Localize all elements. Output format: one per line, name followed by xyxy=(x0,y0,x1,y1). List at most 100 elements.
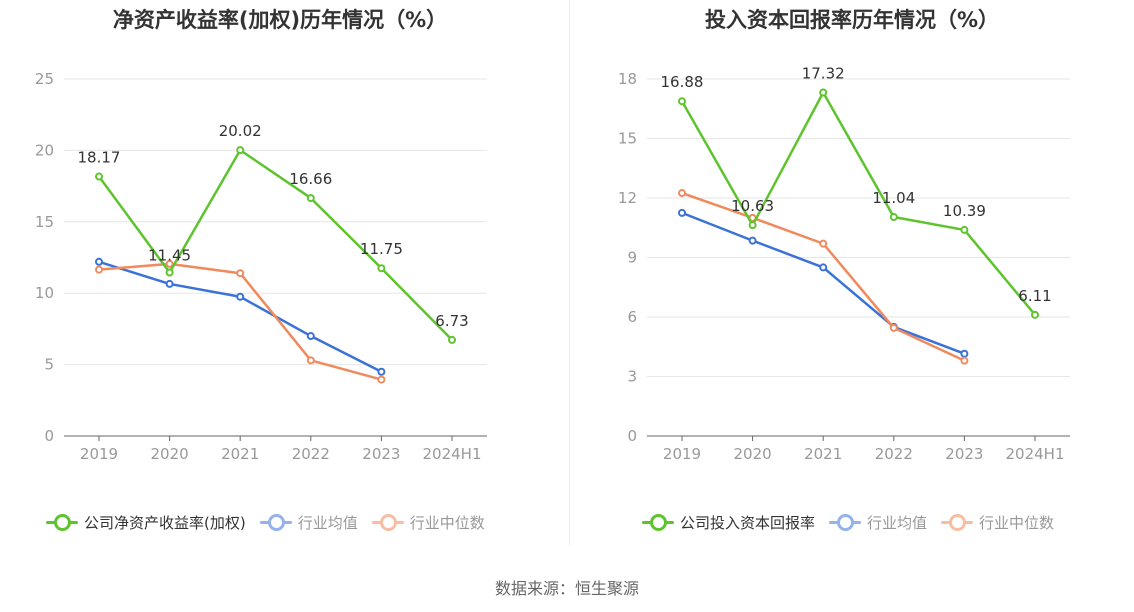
data-point xyxy=(306,356,315,365)
data-point xyxy=(165,259,174,268)
x-tick-label: 2022 xyxy=(875,445,913,463)
legend-item-0[interactable]: 公司净资产收益率(加权) xyxy=(46,512,246,533)
x-tick-label: 2019 xyxy=(80,445,118,463)
data-point xyxy=(960,349,969,358)
x-tick-label: 2021 xyxy=(804,445,842,463)
series-line-1 xyxy=(681,211,965,355)
series-line-0 xyxy=(680,91,1036,316)
data-point xyxy=(678,189,686,198)
y-tick-label: 25 xyxy=(35,70,54,88)
legend-item-1[interactable]: 行业均值 xyxy=(259,512,358,533)
y-tick-label: 15 xyxy=(618,130,637,148)
data-point xyxy=(819,88,828,97)
y-tick-label: 15 xyxy=(35,213,54,231)
legend-item-1[interactable]: 行业均值 xyxy=(829,512,927,533)
data-point xyxy=(165,268,174,277)
y-tick-label: 3 xyxy=(627,368,637,386)
y-tick-label: 5 xyxy=(44,356,54,374)
legend-marker-icon xyxy=(371,514,404,531)
y-tick-label: 12 xyxy=(618,189,637,207)
chart-title-roe: 净资产收益率(加权)历年情况（%） xyxy=(112,8,448,32)
legend-label: 行业均值 xyxy=(297,513,358,532)
data-label: 16.88 xyxy=(661,73,704,91)
chart-divider xyxy=(569,0,570,545)
chart-roe: 0 5 10 15 20 25 2019 2020 2021 2022 2023 2024H1 18.1… xyxy=(35,70,487,463)
data-point xyxy=(377,264,386,273)
chart-roic: 0 3 6 9 12 15 18 2019 2020 2021 2022 2023 2024H1 16.8… xyxy=(618,64,1070,463)
x-tick-label: 2021 xyxy=(221,445,259,463)
data-point xyxy=(1031,310,1039,319)
x-tick-label: 2019 xyxy=(663,445,701,463)
data-point xyxy=(95,172,103,181)
data-point xyxy=(960,225,969,234)
data-label: 6.11 xyxy=(1018,287,1051,305)
data-label: 10.63 xyxy=(731,197,774,215)
x-tick-label: 2024H1 xyxy=(1006,445,1065,463)
data-label: 16.66 xyxy=(289,170,332,188)
legend-label: 行业均值 xyxy=(867,513,928,532)
data-label: 20.02 xyxy=(219,122,262,140)
legend-marker-icon xyxy=(941,514,974,531)
data-point xyxy=(236,269,245,278)
x-tick-label: 2023 xyxy=(362,445,400,463)
data-point xyxy=(748,221,757,230)
x-tick-label: 2020 xyxy=(151,445,189,463)
x-tick-label: 2023 xyxy=(945,445,983,463)
data-point xyxy=(819,263,828,272)
data-point xyxy=(377,367,386,376)
legend-marker-icon xyxy=(642,514,674,531)
y-tick-label: 10 xyxy=(35,284,54,302)
legend-roic: 公司投入资本回报率 行业均值 行业中位数 xyxy=(642,510,1068,534)
data-source: 数据来源：恒生聚源 xyxy=(494,579,639,598)
data-label: 11.75 xyxy=(360,240,403,258)
legend-item-2[interactable]: 行业中位数 xyxy=(941,512,1054,533)
series-line-2 xyxy=(681,191,965,362)
chart-title-roic: 投入资本回报率历年情况（%） xyxy=(704,8,1000,32)
legend-marker-icon xyxy=(829,514,862,531)
data-label: 6.73 xyxy=(435,312,468,330)
x-tick-label: 2024H1 xyxy=(423,445,482,463)
data-label: 10.39 xyxy=(943,202,986,220)
data-point xyxy=(236,146,245,155)
y-tick-label: 0 xyxy=(627,427,637,445)
data-point xyxy=(95,257,103,266)
data-point xyxy=(678,208,686,217)
legend-item-2[interactable]: 行业中位数 xyxy=(371,512,485,533)
data-label: 11.04 xyxy=(872,189,915,207)
legend-item-0[interactable]: 公司投入资本回报率 xyxy=(642,512,815,533)
y-tick-label: 18 xyxy=(618,70,637,88)
x-tick-label: 2020 xyxy=(734,445,772,463)
data-point xyxy=(165,279,174,288)
data-point xyxy=(678,97,686,106)
data-point xyxy=(819,239,828,248)
series-line-0 xyxy=(97,148,453,341)
y-tick-label: 6 xyxy=(627,308,637,326)
data-point xyxy=(960,356,969,365)
data-point xyxy=(95,265,103,274)
data-point xyxy=(889,323,898,332)
legend-label: 行业中位数 xyxy=(979,513,1055,532)
data-point xyxy=(748,236,757,245)
y-tick-label: 9 xyxy=(627,249,637,267)
legend-marker-icon xyxy=(259,514,292,531)
series-line-1 xyxy=(98,260,382,373)
data-point xyxy=(236,292,245,301)
legend-label: 公司投入资本回报率 xyxy=(680,513,816,532)
data-label: 17.32 xyxy=(802,64,845,82)
data-point xyxy=(448,335,456,344)
data-point xyxy=(306,332,315,341)
x-tick-label: 2022 xyxy=(292,445,330,463)
data-point xyxy=(377,375,386,384)
data-point xyxy=(889,213,898,222)
legend-label: 公司净资产收益率(加权) xyxy=(84,513,246,532)
y-tick-label: 0 xyxy=(44,427,54,445)
data-label: 18.17 xyxy=(78,149,121,167)
data-point xyxy=(306,194,315,203)
series-line-2 xyxy=(98,262,382,381)
legend-roe: 公司净资产收益率(加权) 行业均值 行业中位数 xyxy=(46,510,499,534)
y-tick-label: 20 xyxy=(35,141,54,159)
legend-label: 行业中位数 xyxy=(409,513,485,532)
data-label: 11.45 xyxy=(148,246,191,264)
legend-marker-icon xyxy=(46,514,78,531)
